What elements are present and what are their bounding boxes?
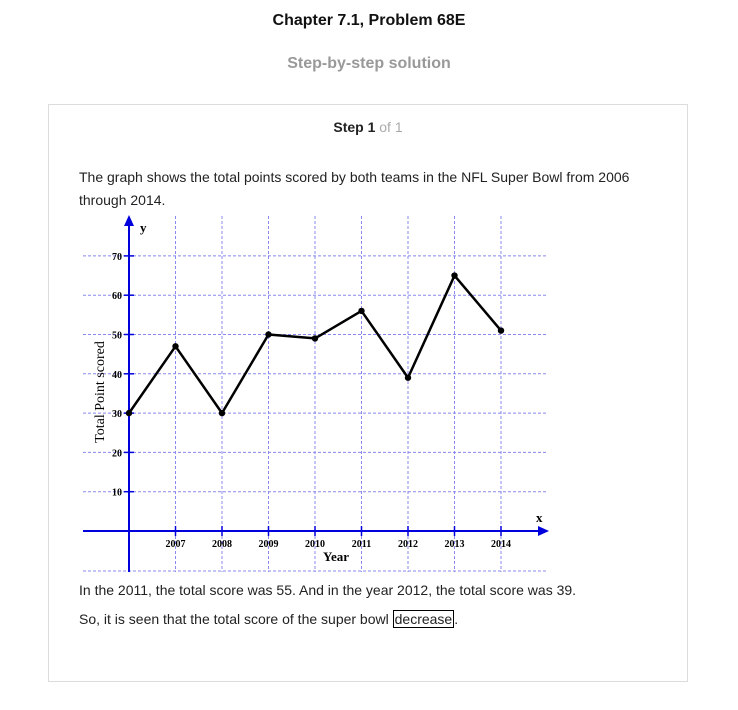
data-point — [125, 409, 133, 417]
intro-text: The graph shows the total points scored … — [79, 169, 630, 208]
data-point — [218, 409, 226, 417]
x-tick-label: 2007 — [166, 539, 186, 550]
x-tick-label: 2010 — [305, 539, 325, 550]
step-header: Step 1 of 1 — [49, 119, 687, 135]
x-axis-arrow — [538, 526, 549, 536]
explanation-line-1: In the 2011, the total score was 55. And… — [79, 582, 577, 598]
y-tick-label: 60 — [112, 291, 122, 302]
y-axis-letter: y — [140, 220, 147, 235]
conclusion-text: So, it is seen that the total score of t… — [79, 611, 393, 627]
x-tick-label: 2014 — [491, 539, 511, 550]
y-tick-label: 20 — [112, 448, 122, 459]
conclusion-period: . — [454, 611, 459, 627]
y-tick-label: 40 — [112, 370, 122, 381]
y-tick-label: 30 — [112, 409, 122, 420]
data-point — [404, 374, 412, 381]
x-tick-label: 2008 — [212, 539, 232, 550]
chart-grid — [83, 216, 548, 572]
data-point — [497, 327, 505, 334]
x-tick-label: 2013 — [445, 539, 465, 550]
y-axis-label: Total Point scored — [93, 341, 108, 443]
y-tick-label: 50 — [112, 331, 122, 342]
answer-box: decrease — [392, 610, 455, 628]
y-axis-arrow — [124, 215, 134, 226]
page-subtitle: Step-by-step solution — [287, 55, 451, 72]
chart-ticks: 10 20 30 40 50 60 70 2007 2008 2009 2010 2011 2012 20… — [112, 252, 511, 550]
data-points — [125, 272, 505, 417]
x-axis-label: Year — [323, 549, 349, 564]
x-tick-label: 2012 — [398, 539, 418, 550]
x-tick-label: 2011 — [352, 539, 371, 550]
solution-card: Step 1 of 1 The graph shows the total po… — [48, 104, 688, 682]
explanation-line-2: So, it is seen that the total score of t… — [79, 610, 669, 628]
y-tick-label: 70 — [112, 252, 122, 263]
data-point — [358, 307, 365, 315]
data-point — [172, 343, 179, 350]
x-axis-letter: x — [536, 510, 543, 525]
page-title: Chapter 7.1, Problem 68E — [272, 12, 466, 29]
step-label: Step 1 — [333, 119, 376, 135]
line-chart: 10 20 30 40 50 60 70 2007 2008 2009 2010 2011 2012 20… — [83, 215, 549, 572]
x-tick-label: 2009 — [259, 539, 279, 550]
chart-axes — [83, 215, 549, 572]
step-count: of 1 — [379, 119, 403, 135]
data-point — [265, 331, 272, 338]
data-point — [451, 272, 458, 279]
y-tick-label: 10 — [112, 488, 122, 499]
data-point — [311, 335, 319, 342]
